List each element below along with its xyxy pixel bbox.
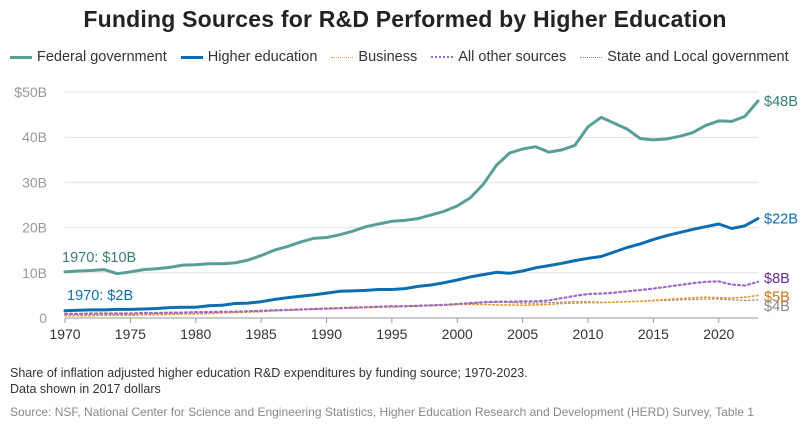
legend-label: State and Local government: [607, 49, 789, 65]
series-line-federal-government: [63, 99, 760, 276]
legend-swatch: [331, 56, 354, 58]
y-tick-label: 30B: [22, 174, 47, 190]
y-tick-label: 10B: [22, 265, 47, 281]
y-tick-label: $50B: [14, 84, 47, 100]
legend-label: Higher education: [207, 49, 318, 65]
legend-item-federal-government: Federal government: [10, 49, 167, 65]
axis: 0 10B 20B 30B 40B $50B 1970 1975 1980 1985 1990 199…: [14, 84, 734, 342]
end-labels: $48B $22B $5B $8B $4B 1970: $10B 1970: $2B: [62, 94, 798, 315]
x-tick-label: 2010: [572, 326, 603, 342]
legend-item-state-and-local-government: State and Local government: [580, 49, 789, 65]
x-tick-label: 2005: [507, 326, 538, 342]
note-line-1: Share of inflation adjusted higher educa…: [10, 366, 528, 380]
y-tick-label: 40B: [22, 129, 47, 145]
annotation-federal-government: 1970: $10B: [62, 250, 136, 266]
source-text: Source: NSF, National Center for Science…: [10, 405, 754, 419]
legend-swatch: [180, 55, 203, 59]
end-label-all-other-sources: $8B: [764, 271, 790, 287]
x-tick-label: 1995: [376, 326, 407, 342]
x-tick-label: 2000: [442, 326, 473, 342]
x-tick-label: 1970: [49, 326, 80, 342]
series-line-all-other-sources: [63, 280, 760, 315]
legend-swatch: [10, 55, 32, 59]
series-lines: [63, 99, 760, 317]
legend-item-higher-education: Higher education: [180, 49, 318, 65]
legend-item-all-other-sources: All other sources: [431, 49, 566, 65]
chart-note: Share of inflation adjusted higher educa…: [10, 365, 528, 397]
grid-lines: [65, 91, 758, 319]
x-tick-label: 1990: [311, 326, 342, 342]
chart-title: Funding Sources for R&D Performed by Hig…: [83, 6, 727, 32]
legend-label: All other sources: [458, 49, 567, 65]
legend-label: Federal government: [37, 49, 167, 65]
y-tick-label: 0: [39, 310, 47, 326]
legend-swatch: [580, 56, 603, 58]
x-tick-label: 1980: [180, 326, 211, 342]
annotation-higher-education: 1970: $2B: [67, 288, 133, 304]
legend-label: Business: [358, 49, 418, 65]
series-line-higher-education: [63, 217, 760, 313]
y-tick-label: 20B: [22, 220, 47, 236]
x-tick-label: 2015: [638, 326, 669, 342]
end-label-business: $5B: [764, 289, 790, 305]
legend-swatch: [431, 56, 454, 58]
x-tick-label: 2020: [703, 326, 734, 342]
note-line-2: Data shown in 2017 dollars: [10, 382, 161, 396]
legend-item-business: Business: [331, 49, 417, 65]
end-label-federal-government: $48B: [764, 94, 798, 110]
end-label-state-and-local-government: $4B: [764, 299, 790, 315]
legend: Federal government Higher education Busine…: [10, 49, 803, 65]
x-tick-label: 1985: [246, 326, 277, 342]
x-tick-label: 1975: [115, 326, 146, 342]
series-line-business: [64, 294, 759, 317]
end-label-higher-education: $22B: [764, 212, 798, 228]
